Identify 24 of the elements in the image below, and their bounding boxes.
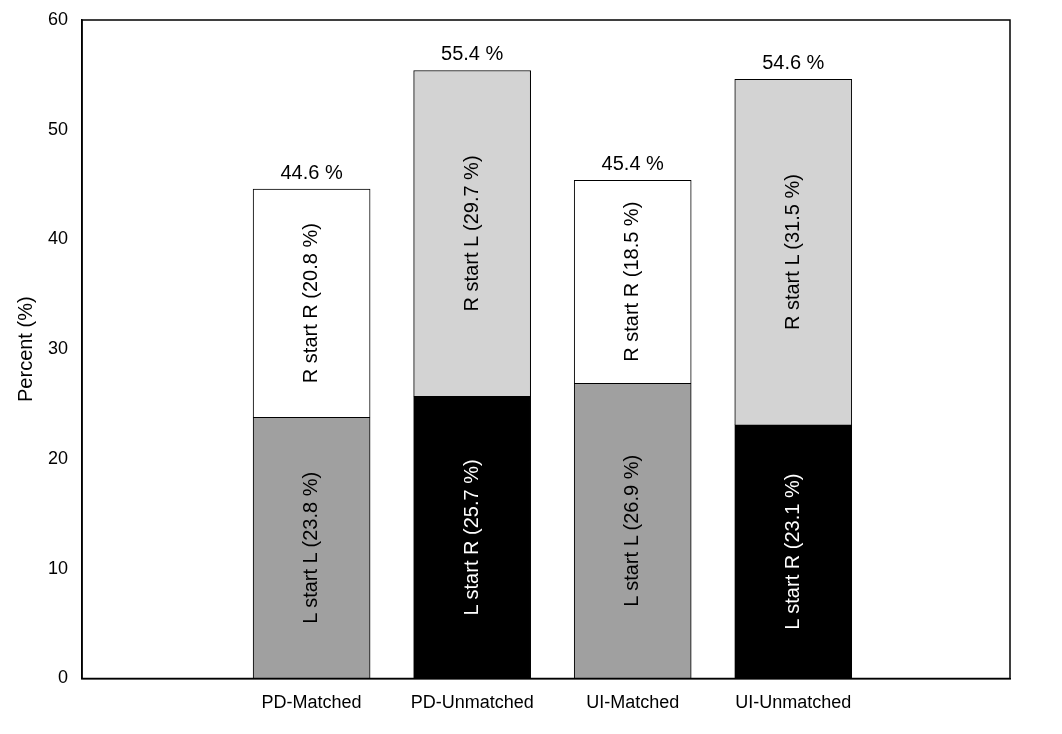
- data-label: R start R (20.8 %): [299, 223, 322, 384]
- y-axis-title: Percent (%): [13, 296, 36, 402]
- x-tick-label: PD-Unmatched: [410, 692, 534, 713]
- data-label: R start L (31.5 %): [780, 174, 803, 331]
- total-label: 44.6 %: [280, 160, 343, 183]
- x-tick-label: UI-Matched: [586, 692, 680, 713]
- y-tick-label: 40: [47, 228, 69, 249]
- total-label: 55.4 %: [441, 41, 504, 64]
- total-label: 54.6 %: [762, 50, 825, 73]
- data-label: L start L (23.8 %): [299, 471, 322, 624]
- data-label: L start L (26.9 %): [620, 454, 643, 607]
- y-tick-label: 0: [58, 667, 69, 688]
- data-label: R start L (29.7 %): [459, 155, 482, 312]
- data-label: R start R (18.5 %): [620, 201, 643, 362]
- y-tick-label: 10: [47, 557, 69, 578]
- y-tick-label: 30: [47, 338, 69, 359]
- y-tick-label: 60: [47, 8, 69, 29]
- data-label: L start R (23.1 %): [780, 473, 803, 630]
- x-tick-label: UI-Unmatched: [735, 692, 852, 713]
- total-label: 45.4 %: [601, 151, 665, 174]
- y-tick-label: 50: [47, 118, 69, 139]
- y-tick-label: 20: [47, 447, 69, 468]
- data-label: L start R (25.7 %): [459, 459, 482, 616]
- x-tick-label: PD-Matched: [261, 692, 362, 713]
